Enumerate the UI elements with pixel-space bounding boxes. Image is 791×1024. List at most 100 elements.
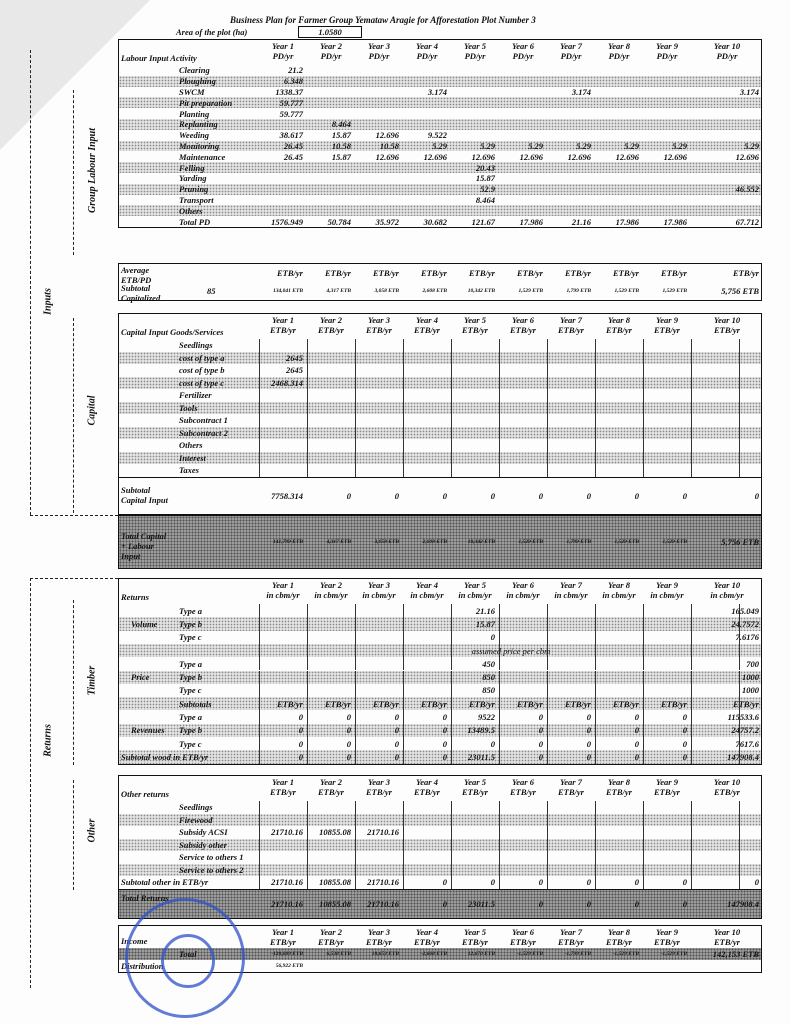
grid-line	[355, 710, 356, 724]
cell: -1,529 ETB	[612, 951, 639, 957]
year-label: Year 7	[560, 580, 582, 590]
cell: 0	[634, 712, 639, 723]
cell: 9522	[478, 712, 495, 723]
year-label: Year 9	[656, 41, 678, 51]
grid-line	[355, 464, 356, 477]
grid-line	[643, 401, 644, 414]
grid-line	[595, 657, 596, 671]
cell: 21.16	[571, 216, 591, 227]
cell: 2645	[286, 365, 303, 376]
row-label: Type c	[179, 632, 202, 643]
row: Type c 0 7.6176	[119, 630, 761, 644]
stamp	[125, 898, 245, 1018]
cell: 38.617	[279, 130, 303, 141]
grid-line	[307, 710, 308, 724]
grid-line	[355, 801, 356, 814]
grid-line	[355, 683, 356, 698]
bracket	[30, 578, 118, 579]
cell: 450	[482, 658, 495, 669]
row: Yarding 15.87	[119, 173, 761, 184]
cell: 0	[682, 725, 687, 736]
grid-line	[691, 439, 692, 452]
grid-line	[307, 826, 308, 839]
grid-line	[499, 451, 500, 464]
year-label: Year 4	[416, 315, 438, 325]
grid-line	[691, 723, 692, 737]
cell: 0	[682, 712, 687, 723]
grid-line	[403, 737, 404, 751]
year-label: Year 4	[416, 777, 438, 787]
grid-line	[355, 838, 356, 851]
unit-label: PD/yr	[656, 51, 678, 61]
row: Fertilizer	[119, 389, 761, 402]
year-label: Year 6	[512, 777, 534, 787]
grid-line	[451, 670, 452, 684]
row-label: Type c	[179, 738, 202, 749]
grid-line	[499, 876, 500, 889]
grid-line	[355, 826, 356, 839]
year-label: Year 6	[512, 927, 534, 937]
grid-line	[643, 426, 644, 439]
unit-label: ETB/yr	[606, 937, 632, 947]
row: Monitoring 26.45 10.58 10.58 5.29 5.29 5.29 5.2…	[119, 140, 761, 152]
grid-line	[307, 750, 308, 764]
grid-line	[691, 364, 692, 377]
grid-line	[307, 643, 308, 658]
grid-line	[691, 339, 692, 352]
year-label: Year 6	[512, 315, 534, 325]
bracket	[73, 780, 74, 890]
grid-line	[643, 838, 644, 851]
unit-label: ETB/yr	[366, 937, 392, 947]
cell: 24.7572	[731, 618, 759, 629]
grid-line	[739, 876, 740, 889]
header-label: Labour Input Activity	[121, 53, 197, 63]
unit-label: in cbm/yr	[314, 590, 348, 600]
grid-line	[499, 351, 500, 364]
unit-label: ETB/yr	[318, 937, 344, 947]
grid-line	[643, 710, 644, 724]
grid-line	[739, 838, 740, 851]
grid-line	[595, 376, 596, 389]
grid-line	[547, 737, 548, 751]
grid-line	[643, 813, 644, 826]
grid-line	[691, 750, 692, 764]
cell: 0	[442, 725, 447, 736]
cell: 10855.08	[319, 899, 351, 909]
cell: 5,756 ETB	[721, 537, 759, 547]
grid-line	[691, 604, 692, 618]
cell: 5,756 ETB	[721, 286, 759, 296]
cell: ETB/yr	[325, 698, 351, 709]
cell: 0	[754, 877, 759, 888]
row-label: Monitoring	[179, 140, 220, 151]
group-label: Price	[131, 672, 150, 683]
year-label: Year 4	[416, 927, 438, 937]
unit-label: PD/yr	[416, 51, 438, 61]
cell: ETB/yr	[733, 698, 759, 709]
side-label: Timber	[86, 665, 98, 696]
grid-line	[307, 351, 308, 364]
row-label: Pit preparation	[179, 97, 233, 108]
grid-line	[403, 630, 404, 644]
grid-line	[403, 826, 404, 839]
bracket	[30, 50, 31, 515]
grid-line	[547, 813, 548, 826]
grid-line	[643, 657, 644, 671]
grid-line	[691, 851, 692, 864]
row: cost of type c 2468.314	[119, 376, 761, 389]
grid-line	[595, 439, 596, 452]
unit-label: ETB/yr	[714, 937, 740, 947]
unit-label: ETB/yr	[270, 325, 296, 335]
grid-line	[259, 863, 260, 876]
year-label: Year 6	[512, 41, 534, 51]
cell: 12.696	[567, 151, 591, 162]
row-label: Type a	[179, 605, 203, 616]
row-label: Transport	[179, 194, 214, 205]
cell: 30.682	[423, 216, 447, 227]
cell: 0	[442, 899, 447, 909]
grid-line	[451, 643, 452, 658]
grid-line	[307, 737, 308, 751]
cell: ETB/yr	[277, 268, 303, 278]
cell: 0	[298, 712, 303, 723]
grid-line	[451, 604, 452, 618]
cell: 0	[490, 738, 495, 749]
